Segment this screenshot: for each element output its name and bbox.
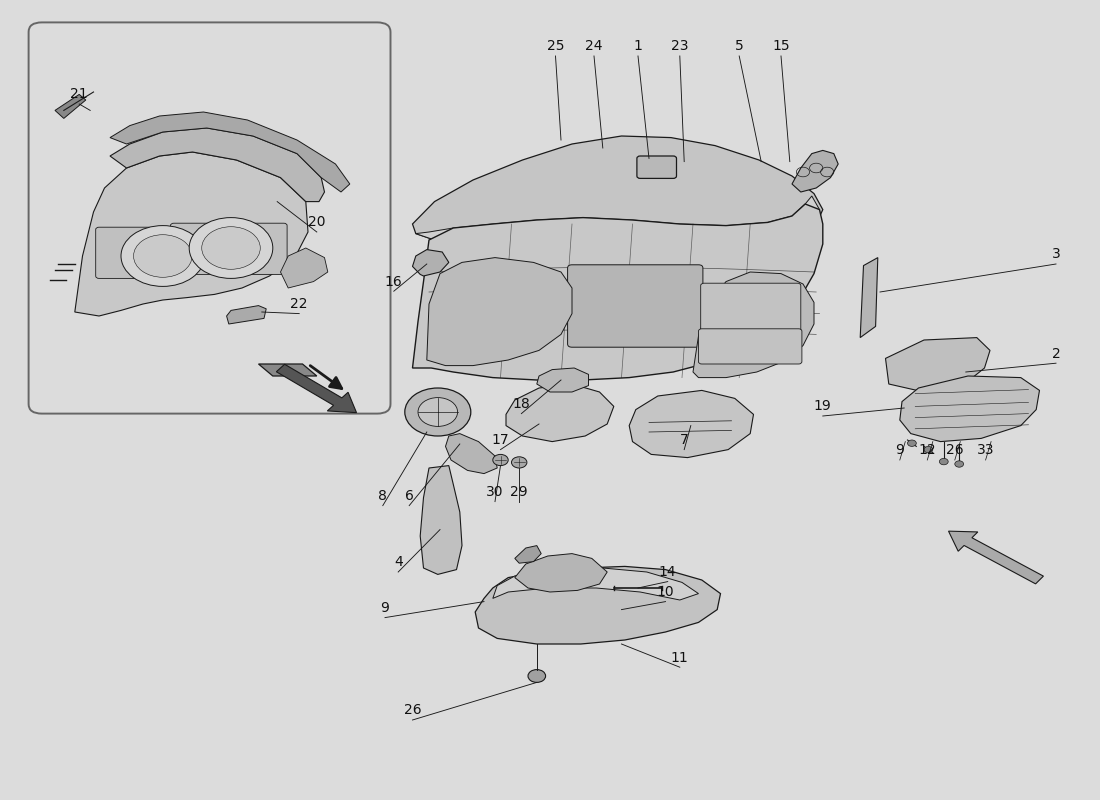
Polygon shape <box>515 546 541 563</box>
Text: 29: 29 <box>510 485 528 499</box>
Text: 9: 9 <box>381 601 389 615</box>
Text: 14: 14 <box>659 565 676 579</box>
Text: 18: 18 <box>513 397 530 411</box>
Polygon shape <box>506 384 614 442</box>
FancyBboxPatch shape <box>637 156 676 178</box>
Polygon shape <box>412 250 449 276</box>
Circle shape <box>528 670 546 682</box>
Text: 15: 15 <box>772 39 790 54</box>
Text: 7: 7 <box>680 433 689 447</box>
Polygon shape <box>693 272 814 378</box>
Polygon shape <box>412 204 823 380</box>
Text: 3: 3 <box>1052 247 1060 262</box>
Polygon shape <box>860 258 878 338</box>
Polygon shape <box>412 136 823 242</box>
Polygon shape <box>227 306 266 324</box>
Text: 5: 5 <box>735 39 744 54</box>
Text: 8: 8 <box>378 489 387 503</box>
Text: 30: 30 <box>486 485 504 499</box>
Circle shape <box>133 234 192 278</box>
Polygon shape <box>886 338 990 392</box>
Text: 22: 22 <box>290 297 308 311</box>
Text: 33: 33 <box>977 443 994 458</box>
FancyBboxPatch shape <box>701 283 801 332</box>
FancyBboxPatch shape <box>96 227 152 278</box>
Text: 21: 21 <box>70 87 88 102</box>
Polygon shape <box>900 376 1040 442</box>
Circle shape <box>121 226 205 286</box>
Text: 17: 17 <box>492 433 509 447</box>
Text: 16: 16 <box>385 274 403 289</box>
Circle shape <box>924 446 933 453</box>
Circle shape <box>189 218 273 278</box>
Text: 26: 26 <box>404 703 421 718</box>
Text: 4: 4 <box>394 555 403 570</box>
FancyBboxPatch shape <box>170 223 287 274</box>
FancyBboxPatch shape <box>568 265 703 347</box>
Polygon shape <box>420 466 462 574</box>
Text: 26: 26 <box>946 443 964 458</box>
FancyBboxPatch shape <box>698 329 802 364</box>
Circle shape <box>405 388 471 436</box>
Circle shape <box>418 398 458 426</box>
Polygon shape <box>629 390 754 458</box>
Polygon shape <box>427 258 572 366</box>
Circle shape <box>201 226 261 270</box>
Polygon shape <box>792 150 838 192</box>
Text: 10: 10 <box>657 585 674 599</box>
FancyBboxPatch shape <box>29 22 390 414</box>
Circle shape <box>493 454 508 466</box>
Polygon shape <box>55 94 86 118</box>
Text: 6: 6 <box>405 489 414 503</box>
Polygon shape <box>75 152 308 316</box>
Circle shape <box>955 461 964 467</box>
Polygon shape <box>475 566 720 644</box>
Circle shape <box>939 458 948 465</box>
Polygon shape <box>493 568 698 600</box>
Text: 2: 2 <box>1052 346 1060 361</box>
Text: 23: 23 <box>671 39 689 54</box>
Text: 24: 24 <box>585 39 603 54</box>
Polygon shape <box>110 128 324 202</box>
Text: 11: 11 <box>671 650 689 665</box>
Text: 9: 9 <box>895 443 904 458</box>
Text: 19: 19 <box>814 399 832 414</box>
Circle shape <box>512 457 527 468</box>
Text: 25: 25 <box>547 39 564 54</box>
Polygon shape <box>515 554 607 592</box>
Text: 1: 1 <box>634 39 642 54</box>
Circle shape <box>908 440 916 446</box>
FancyArrow shape <box>276 364 356 413</box>
Polygon shape <box>258 364 317 376</box>
Polygon shape <box>446 434 497 474</box>
FancyArrow shape <box>948 531 1044 584</box>
Polygon shape <box>280 248 328 288</box>
Polygon shape <box>110 112 350 192</box>
Polygon shape <box>416 196 820 242</box>
Text: 12: 12 <box>918 443 936 458</box>
Text: 20: 20 <box>308 215 326 230</box>
Polygon shape <box>537 368 588 392</box>
